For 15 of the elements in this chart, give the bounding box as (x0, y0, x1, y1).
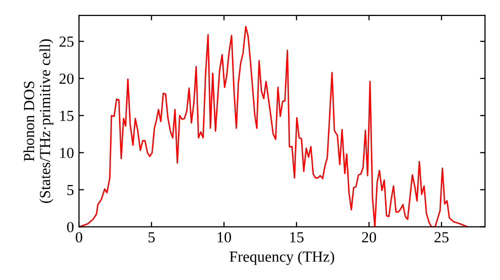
x-tick-label: 20 (362, 232, 376, 242)
line-series (79, 26, 468, 227)
y-tick-label: 5 (67, 185, 74, 196)
y-tick-label: 0 (67, 222, 74, 232)
y-tick-label: 10 (60, 148, 74, 158)
y-tick-label: 15 (60, 110, 74, 121)
x-tick-label: 5 (148, 232, 155, 242)
y-axis-title: Phonon DOS (States/THz·primitive cell) (23, 39, 54, 203)
y-tick-label: 20 (60, 74, 74, 84)
x-tick-label: 10 (218, 232, 232, 242)
x-tick-label: 25 (434, 232, 449, 242)
y-tick-label: 25 (60, 36, 74, 47)
x-axis-title: Frequency (THz) (230, 251, 334, 265)
x-tick-label: 0 (76, 232, 82, 242)
x-tick-label: 15 (290, 232, 304, 242)
